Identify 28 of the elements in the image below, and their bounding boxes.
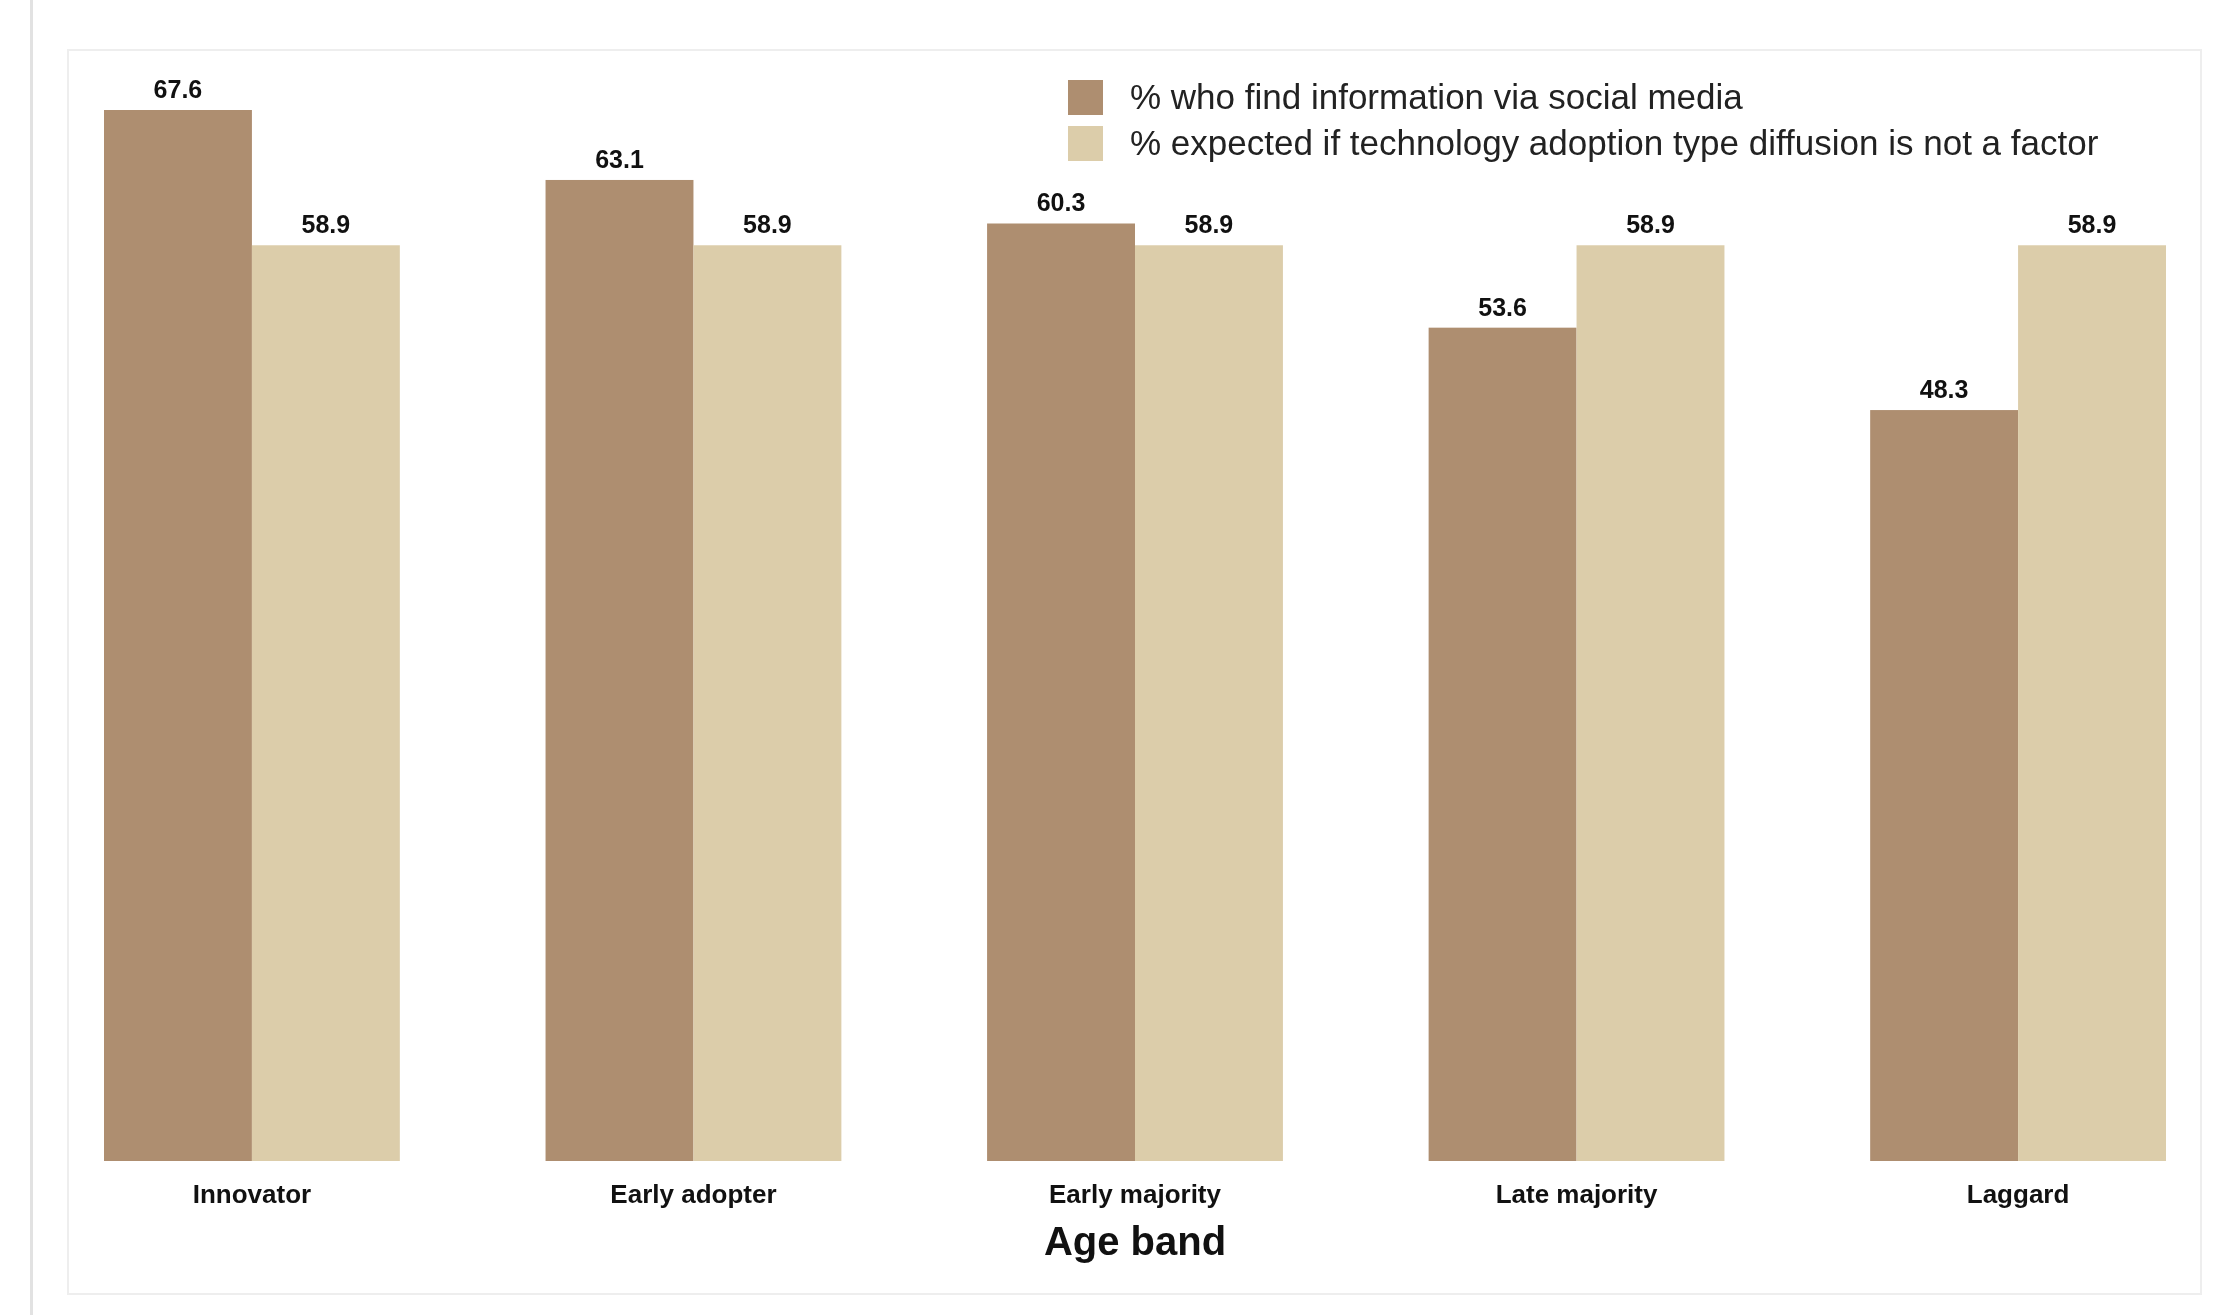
bar: [987, 223, 1135, 1161]
data-label: 48.3: [1919, 375, 1969, 404]
bar: [1870, 410, 2019, 1161]
x-axis-title: Age band: [1043, 1219, 1227, 1263]
x-tick-label: Early majority: [1049, 1179, 1222, 1209]
data-label: 58.9: [1626, 210, 1675, 239]
legend-label: % who find information via social media: [1130, 77, 1744, 116]
bar: [2018, 245, 2166, 1161]
bar: [693, 245, 842, 1161]
data-label: 58.9: [743, 210, 792, 239]
x-tick-label: Innovator: [192, 1179, 312, 1209]
data-label: 58.9: [2067, 210, 2117, 239]
bar: [104, 110, 252, 1161]
bar: [545, 179, 694, 1161]
x-tick-label: Early adopter: [610, 1179, 777, 1209]
bar: [251, 245, 400, 1161]
data-label: 63.1: [595, 144, 644, 173]
data-label: 53.6: [1478, 292, 1527, 321]
x-tick-label: Late majority: [1495, 1179, 1658, 1209]
bar: [1576, 245, 1725, 1161]
data-label: 60.3: [1036, 188, 1086, 217]
legend-label: % expected if technology adoption type diffusion is not a factor: [1130, 123, 2099, 162]
data-label: 58.9: [301, 210, 351, 239]
data-label: 58.9: [1184, 210, 1234, 239]
bar: [1428, 327, 1577, 1161]
bar: [1135, 245, 1283, 1161]
x-tick-label: Laggard: [1966, 1179, 2070, 1209]
data-label: 67.6: [153, 75, 203, 103]
